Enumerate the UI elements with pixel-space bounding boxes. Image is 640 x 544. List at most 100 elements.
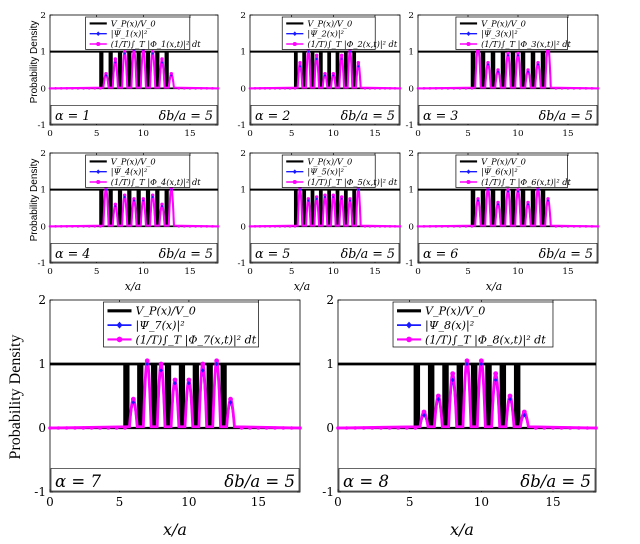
legend-label: (1/T)∫_T |Φ_8(x,t)|² dt	[425, 333, 546, 346]
avg-peak-point	[113, 202, 118, 207]
psi-peak-point	[546, 199, 550, 203]
avg-baseline-point	[82, 225, 85, 228]
potential-barrier	[178, 364, 186, 428]
avg-peak-point	[421, 409, 427, 415]
avg-baseline-point	[205, 225, 209, 228]
y-tick-label: 0	[408, 84, 414, 94]
annotation-box	[50, 105, 218, 125]
avg-peak-point	[450, 371, 456, 376]
potential-barrier	[155, 189, 160, 227]
avg-baseline-point	[188, 225, 192, 228]
avg-baseline-point	[288, 225, 292, 228]
avg-baseline-point	[273, 225, 277, 228]
avg-baseline-point	[590, 225, 594, 228]
potential-barrier	[136, 189, 141, 227]
legend-label: V_P(x)/V_0	[481, 18, 526, 29]
y-tick-label: 2	[326, 293, 334, 307]
psi-peak-point	[160, 204, 164, 208]
avg-peak-point	[435, 393, 441, 399]
psi-peak-point	[298, 64, 302, 68]
avg-baseline-point	[370, 426, 375, 430]
avg-baseline-point	[452, 225, 456, 228]
psi-peak-point	[506, 53, 510, 57]
potential-barrier	[500, 189, 506, 227]
avg-baseline-point	[59, 87, 63, 90]
legend-label: V_P(x)/V_0	[111, 18, 156, 29]
avg-baseline-point	[258, 87, 262, 90]
psi-peak-point	[200, 368, 205, 373]
potential-barrier	[302, 51, 307, 89]
y-tick-label: 2	[408, 149, 414, 159]
psi-peak-point	[496, 70, 500, 74]
avg-baseline-point	[54, 87, 57, 90]
potential-barrier	[490, 189, 496, 227]
psi-peak-point	[132, 199, 136, 203]
potential-barrier	[520, 189, 526, 227]
legend-label: (1/T)∫_T |Φ_6(x,t)|² dt	[481, 177, 571, 188]
avg-baseline-point	[363, 225, 367, 228]
y-tick-label: 1	[40, 186, 46, 196]
potential-barrier	[510, 51, 516, 89]
avg-baseline-point	[87, 87, 91, 90]
legend-marker	[96, 41, 101, 47]
psi-peak-point	[340, 197, 343, 201]
potential-barrier	[343, 189, 348, 227]
avg-peak-point	[486, 60, 490, 65]
y-tick-label: -1	[237, 121, 246, 131]
avg-baseline-point	[239, 426, 244, 430]
avg-peak-point	[506, 187, 510, 192]
avg-baseline-point	[289, 426, 294, 430]
avg-baseline-point	[283, 87, 287, 90]
potential-barrier	[117, 189, 123, 227]
psi-peak-point	[516, 53, 520, 57]
annotation-box	[50, 468, 300, 492]
legend-label: (1/T)∫_T |Φ_1(x,t)|² dt	[111, 39, 201, 50]
avg-peak-point	[526, 68, 530, 72]
legend-label: V_P(x)/V_0	[307, 18, 352, 29]
psi-peak-point	[357, 64, 360, 68]
x-tick-label: 15	[562, 267, 573, 277]
psi-peak-point	[332, 74, 335, 77]
psi-peak-point	[496, 202, 500, 206]
alpha-label: α = 3	[423, 108, 458, 123]
potential-barrier	[427, 364, 435, 428]
avg-baseline-point	[428, 87, 432, 90]
y-tick-label: 2	[240, 11, 246, 21]
avg-baseline-point	[578, 225, 582, 228]
avg-baseline-point	[76, 225, 80, 228]
avg-baseline-point	[336, 426, 340, 430]
avg-baseline-point	[383, 87, 387, 90]
potential-barrier	[530, 51, 536, 89]
avg-peak-point	[339, 53, 344, 58]
avg-baseline-point	[177, 87, 181, 90]
avg-baseline-point	[114, 426, 119, 430]
potential-barrier	[470, 364, 478, 428]
potential-barrier	[293, 189, 298, 227]
avg-peak-point	[339, 195, 344, 199]
y-tick-label: -1	[37, 121, 46, 131]
avg-baseline-point	[566, 87, 570, 90]
potential-barrier	[99, 51, 104, 89]
xlabel-row2-col1: x/a	[125, 280, 141, 293]
avg-baseline-point	[368, 225, 372, 228]
avg-baseline-point	[99, 225, 102, 228]
psi-peak-point	[479, 361, 484, 367]
avg-baseline-point	[253, 87, 257, 90]
y-tick-label: 2	[408, 11, 414, 21]
legend-label: |Ψ_3(x)|²	[481, 29, 518, 40]
avg-peak-point	[493, 371, 499, 376]
x-tick-label: 5	[94, 267, 100, 277]
alpha-label: α = 8	[343, 472, 389, 491]
potential-barrier	[510, 189, 516, 227]
legend-label: |Ψ_8(x)|²	[425, 319, 475, 332]
avg-peak-point	[160, 57, 164, 61]
legend-marker	[292, 41, 297, 47]
potential-barrier	[220, 364, 227, 428]
avg-peak-point	[172, 377, 178, 383]
avg-baseline-point	[596, 87, 600, 90]
psi-peak-point	[151, 195, 154, 199]
psi-peak-point	[436, 397, 441, 402]
avg-baseline-point	[65, 225, 69, 228]
ylabel-row2: Probability Density	[29, 159, 40, 242]
legend-marker	[406, 336, 412, 343]
